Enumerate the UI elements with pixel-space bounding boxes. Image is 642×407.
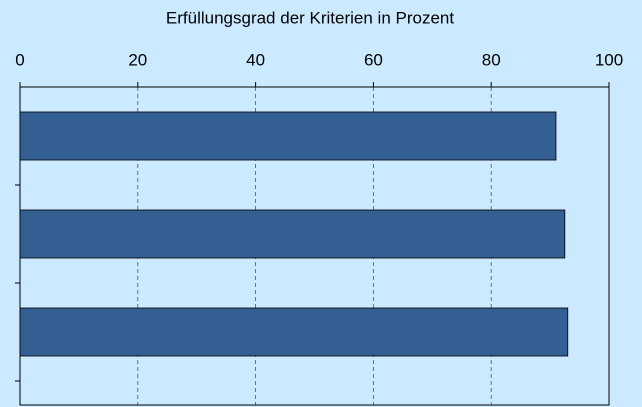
chart-title: Erfüllungsgrad der Kriterien in Prozent (166, 8, 454, 27)
x-tick-label: 20 (128, 50, 147, 69)
x-tick-label: 40 (246, 50, 265, 69)
x-tick-label: 100 (595, 50, 623, 69)
x-tick-label: 60 (364, 50, 383, 69)
x-tick-label: 80 (482, 50, 501, 69)
bar (19, 111, 557, 161)
bar (19, 307, 569, 357)
bar (19, 209, 566, 259)
x-tick-label: 0 (15, 50, 24, 69)
